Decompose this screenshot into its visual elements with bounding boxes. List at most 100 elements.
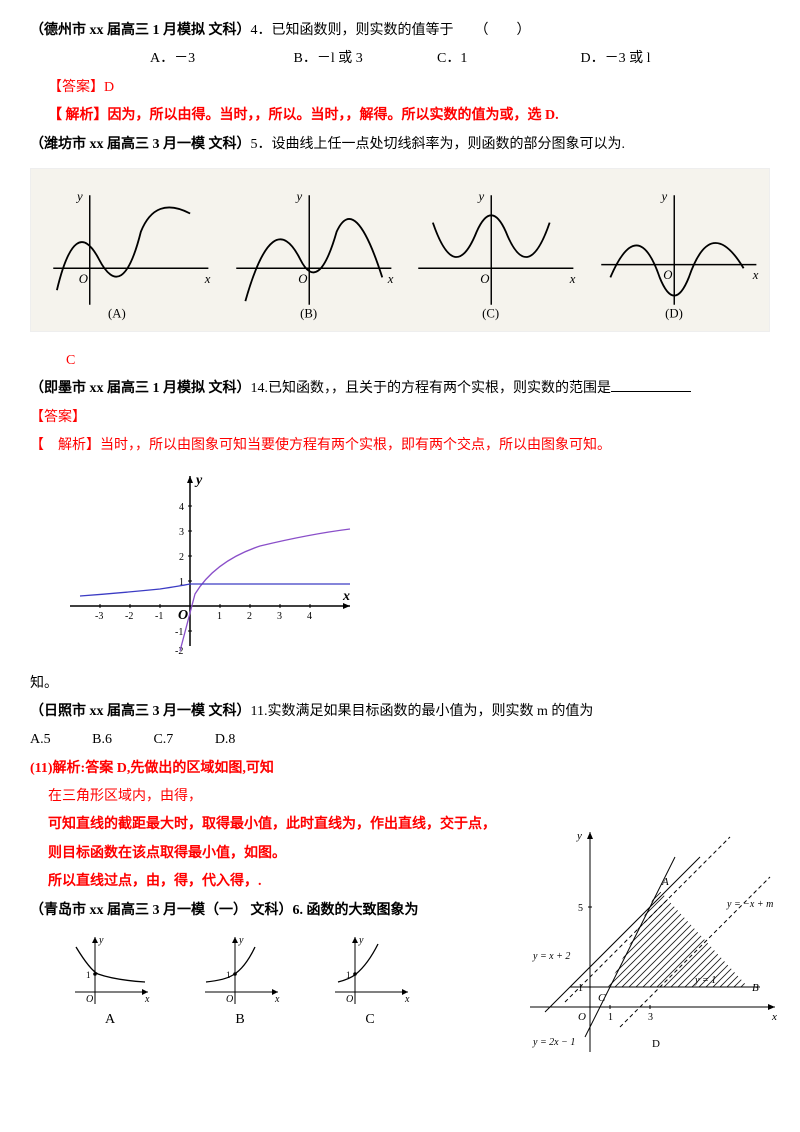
q14-blank: [611, 378, 691, 392]
svg-text:y: y: [358, 935, 364, 946]
svg-text:1: 1: [608, 1012, 613, 1023]
q11-res2: 在三角形区域内，由得，: [48, 786, 770, 808]
q11-optC: C.7: [153, 729, 173, 751]
svg-text:x: x: [342, 589, 350, 604]
q4-prefix: （德州市 xx 届高三 1 月模拟 文科）: [30, 23, 251, 38]
coord-graph: y x O -3 -2 -1 1 2 3 4 1 2 3 4 -1 -2: [60, 466, 770, 661]
svg-text:x: x: [204, 272, 211, 286]
svg-text:-2: -2: [175, 646, 183, 656]
q5-graphB: x y O (B): [218, 177, 401, 323]
svg-text:2: 2: [247, 611, 252, 622]
q11-prefix: （日照市 xx 届高三 3 月一模 文科）: [30, 704, 251, 719]
svg-text:y: y: [98, 935, 104, 946]
svg-text:y: y: [576, 830, 582, 842]
svg-text:y: y: [294, 190, 302, 204]
svg-text:D: D: [652, 1038, 660, 1050]
svg-text:x: x: [404, 994, 410, 1005]
svg-text:y = −x + m: y = −x + m: [726, 899, 773, 910]
svg-text:y: y: [659, 190, 667, 204]
q5-graphC: x y O (C): [400, 177, 583, 323]
q6-graphB: x y O 1 B: [200, 932, 280, 1028]
q6-graphC: x y O 1 C: [330, 932, 410, 1028]
q14-text: 14.已知函数，，且关于的方程有两个实根，则实数的范围是: [251, 381, 612, 396]
svg-text:1: 1: [86, 970, 91, 980]
svg-text:x: x: [751, 268, 758, 282]
svg-text:y: y: [194, 473, 203, 488]
svg-text:x: x: [274, 994, 280, 1005]
q14-expl: 【 解析】当时，，所以由图象可知当要使方程有两个实根，即有两个交点，所以由图象可…: [30, 435, 770, 457]
svg-text:y: y: [75, 190, 83, 204]
svg-text:-1: -1: [155, 611, 163, 622]
svg-text:3: 3: [179, 527, 184, 538]
svg-text:4: 4: [179, 502, 184, 513]
svg-text:(A): (A): [108, 306, 126, 320]
svg-text:x: x: [144, 994, 150, 1005]
svg-text:x: x: [771, 1011, 777, 1023]
q6-graphA: x y O 1 A: [70, 932, 150, 1028]
svg-text:O: O: [86, 994, 93, 1005]
svg-text:-3: -3: [95, 611, 103, 622]
q11-optA: A.5: [30, 729, 51, 751]
q14-prefix: （即墨市 xx 届高三 1 月模拟 文科）: [30, 381, 251, 396]
svg-text:C: C: [598, 992, 606, 1004]
q14-knowtext: 知。: [30, 673, 770, 695]
q5-prefix: （潍坊市 xx 届高三 3 月一模 文科）: [30, 137, 251, 152]
svg-text:O: O: [346, 994, 353, 1005]
svg-text:O: O: [178, 608, 188, 623]
q4-optB: B．－l 或 3: [294, 48, 434, 70]
q11-diagram: x y O 1 3 1 5 y = 1 y = x + 2 y = 2x − 1…: [530, 827, 780, 1062]
svg-text:-2: -2: [125, 611, 133, 622]
q4-optA: A．－3: [150, 48, 290, 70]
svg-text:(B): (B): [300, 306, 317, 320]
svg-text:y: y: [476, 190, 484, 204]
q11-optB: B.6: [92, 729, 112, 751]
q4-stem: （德州市 xx 届高三 1 月模拟 文科）4．已知函数则，则实数的值等于 （ ）: [30, 20, 770, 42]
q11-options: A.5 B.6 C.7 D.8: [30, 729, 770, 751]
q6-labB: B: [200, 1012, 280, 1028]
svg-text:x: x: [569, 272, 576, 286]
q4-optD: D．－3 或 l: [581, 48, 651, 70]
q11-optD: D.8: [215, 729, 236, 751]
q14-ans: 【答案】: [30, 407, 770, 429]
q5-graphA: x y O (A): [35, 177, 218, 323]
svg-text:3: 3: [648, 1012, 653, 1023]
svg-text:3: 3: [277, 611, 282, 622]
q4-answer: 【答案】D: [48, 77, 770, 99]
q11-stem: （日照市 xx 届高三 3 月一模 文科）11.实数满足如果目标函数的最小值为，…: [30, 701, 770, 723]
q11-text: 11.实数满足如果目标函数的最小值为，则实数 m 的值为: [251, 704, 594, 719]
q4-expl: 【 解析】因为，所以由得。当时，，所以。当时，，解得。所以实数的值为或，选 D.: [48, 105, 770, 127]
q6-labC: C: [330, 1012, 410, 1028]
svg-text:5: 5: [578, 903, 583, 914]
q6-prefix: （青岛市 xx 届高三 3 月一模（一） 文科）: [30, 903, 293, 918]
svg-text:x: x: [386, 272, 393, 286]
svg-text:O: O: [79, 272, 88, 286]
svg-text:O: O: [663, 268, 672, 282]
q11-res1: (11)解析:答案 D,先做出的区域如图,可知: [30, 758, 770, 780]
svg-text:(C): (C): [482, 306, 499, 320]
svg-text:O: O: [298, 272, 307, 286]
svg-text:y: y: [238, 935, 244, 946]
q4-text: 4．已知函数则，则实数的值等于 （ ）: [251, 23, 531, 38]
svg-text:y = x + 2: y = x + 2: [532, 951, 570, 962]
q5-ans: C: [66, 350, 770, 372]
q5-graphD: x y O (D): [583, 177, 766, 323]
svg-text:-1: -1: [175, 627, 183, 638]
svg-text:O: O: [480, 272, 489, 286]
svg-text:4: 4: [307, 611, 312, 622]
q4-options: A．－3 B．－l 或 3 C．1 D．－3 或 l: [150, 48, 770, 70]
q5-text: 5．设曲线上任一点处切线斜率为，则函数的部分图象可以为.: [251, 137, 626, 152]
q4-optC: C．1: [437, 48, 577, 70]
svg-text:O: O: [226, 994, 233, 1005]
q6-text: 6. 函数的大致图象为: [293, 903, 419, 918]
svg-text:O: O: [578, 1011, 586, 1023]
q6-labA: A: [70, 1012, 150, 1028]
svg-text:1: 1: [217, 611, 222, 622]
q14-stem: （即墨市 xx 届高三 1 月模拟 文科）14.已知函数，，且关于的方程有两个实…: [30, 378, 770, 400]
q5-graph-row: x y O (A) x y O (B) x y O (C) x y O (D): [30, 168, 770, 332]
svg-text:y = 2x − 1: y = 2x − 1: [532, 1037, 575, 1048]
svg-text:(D): (D): [665, 306, 683, 320]
svg-text:2: 2: [179, 552, 184, 563]
svg-text:B: B: [752, 982, 759, 994]
q5-stem: （潍坊市 xx 届高三 3 月一模 文科）5．设曲线上任一点处切线斜率为，则函数…: [30, 134, 770, 156]
svg-text:A: A: [661, 876, 669, 888]
